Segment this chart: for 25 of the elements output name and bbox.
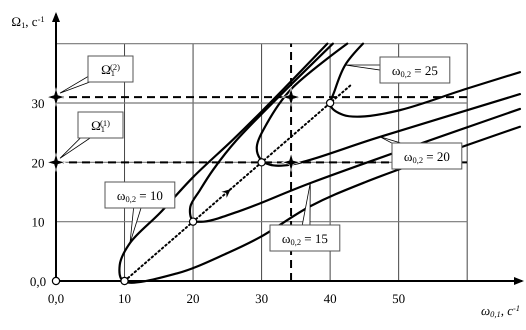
point	[282, 153, 300, 172]
series-label: ω$_{0,2}$ = 25	[392, 63, 438, 80]
x-tick-label: 10	[118, 291, 132, 306]
x-tick-label: 20	[186, 291, 200, 306]
y-axis-title: Ω$_{1}$, с$^{-1}$	[11, 14, 45, 30]
point	[46, 153, 66, 172]
point	[120, 276, 129, 286]
x-tick-label: 30	[255, 291, 268, 306]
point	[326, 98, 334, 108]
series-label: ω$_{0,2}$ = 20	[404, 149, 450, 166]
point	[46, 88, 66, 106]
y-tick-label: 10	[32, 214, 44, 230]
point	[52, 276, 60, 286]
text: ω$_{0,2}$ = 15	[282, 231, 328, 248]
point	[257, 158, 266, 167]
point	[188, 217, 198, 226]
series-label: ω$_{0,2}$ = 10	[116, 188, 163, 204]
x-axis-title: ω$_{0,1}$, с$^{-1}$	[480, 303, 520, 320]
point	[282, 88, 300, 106]
x-tick-label: 50	[392, 291, 406, 306]
x-tick-label: 40	[324, 291, 337, 306]
y-tick-label: 20	[32, 155, 44, 170]
y-tick-label: 0,0	[30, 274, 46, 289]
y-tick-label: 30	[32, 96, 44, 111]
x-tick-label: 0,0	[48, 291, 64, 306]
